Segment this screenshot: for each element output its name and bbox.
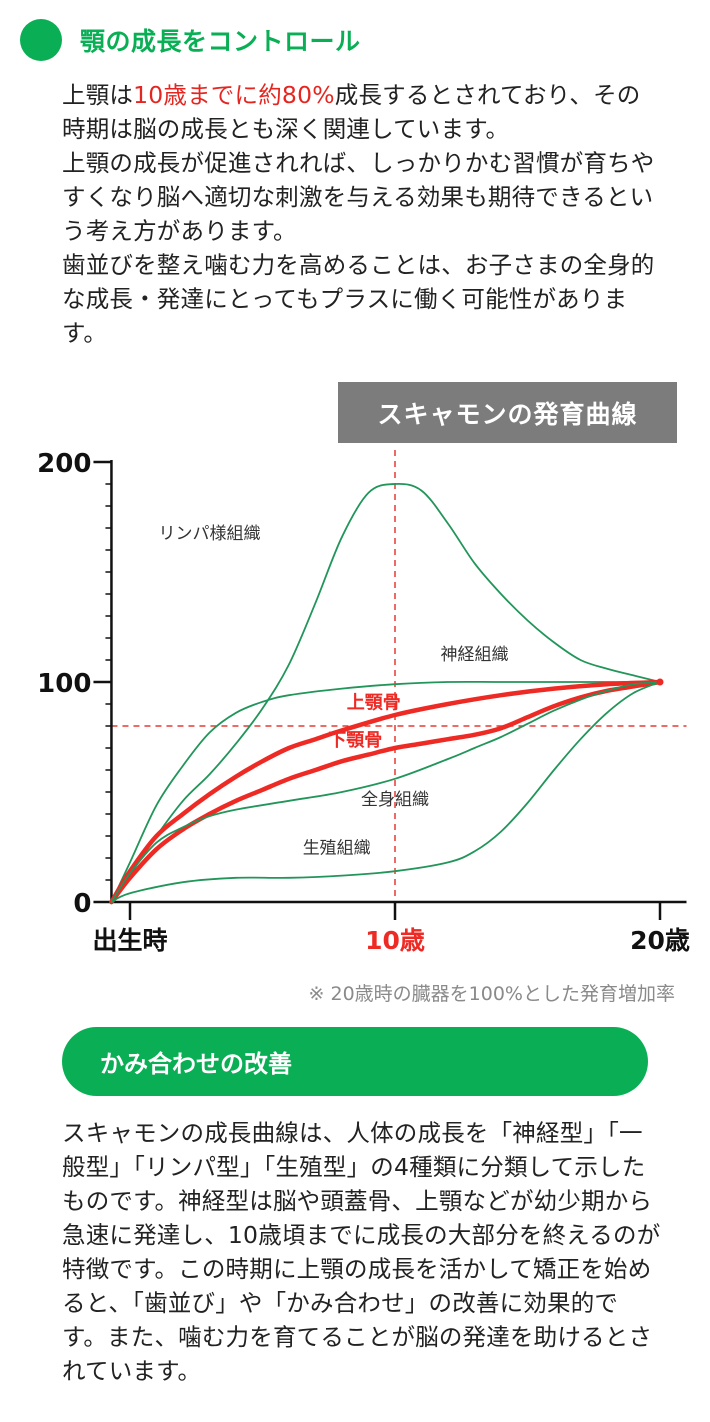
body-text: スキャモンの成長曲線は、人体の成長を「神経型」「一般型」「リンパ型」「生殖型」の… xyxy=(62,1119,661,1385)
intro-text-end: 成長するとされており、その時期は脳の成長とも深く関連しています。 xyxy=(62,81,641,143)
subsection-heading: かみ合わせの改善 xyxy=(62,1027,648,1096)
series-line-5 xyxy=(110,681,661,903)
section-title: 顎の成長をコントロール xyxy=(80,27,361,56)
series-label: 上顎骨 xyxy=(347,692,401,713)
section-heading: 顎の成長をコントロール xyxy=(20,18,361,62)
heading-bullet-icon xyxy=(20,19,62,61)
x-tick-label: 20歳 xyxy=(630,926,690,955)
series-label: 下顎骨 xyxy=(328,730,382,751)
series-line-2 xyxy=(110,680,661,903)
y-tick-label: 0 xyxy=(73,889,91,919)
x-tick-label: 10歳 xyxy=(365,926,425,955)
series-line-3 xyxy=(109,679,663,905)
intro-text-start: 上顎は xyxy=(62,81,134,109)
chart-title: スキャモンの発育曲線 xyxy=(338,382,677,443)
intro-text: 上顎は10歳までに約80%成長するとされており、その時期は脳の成長とも深く関連し… xyxy=(62,78,662,350)
y-tick-label: 200 xyxy=(37,449,91,479)
series-label: 全身組織 xyxy=(361,790,429,810)
series-label: リンパ様組織 xyxy=(159,524,261,544)
series-label: 神経組織 xyxy=(441,645,509,665)
y-tick-label: 100 xyxy=(37,669,91,699)
x-tick-label: 出生時 xyxy=(92,926,167,955)
series-label: 生殖組織 xyxy=(303,839,371,859)
convergence-point xyxy=(656,678,664,686)
intro-paragraph-2: 上顎の成長が促進されれば、しっかりかむ習慣が育ちやすくなり脳へ適切な刺激を与える… xyxy=(62,149,655,245)
series-line-6 xyxy=(110,681,661,903)
chart-footnote: ※ 20歳時の臓器を100%とした発育増加率 xyxy=(308,983,675,1005)
intro-paragraph-3: 歯並びを整え噛む力を高めることは、お子さまの全身的な成長・発達にとってもプラスに… xyxy=(62,251,655,347)
series-line-1 xyxy=(110,482,661,903)
intro-highlight: 10歳までに約80% xyxy=(133,81,335,109)
